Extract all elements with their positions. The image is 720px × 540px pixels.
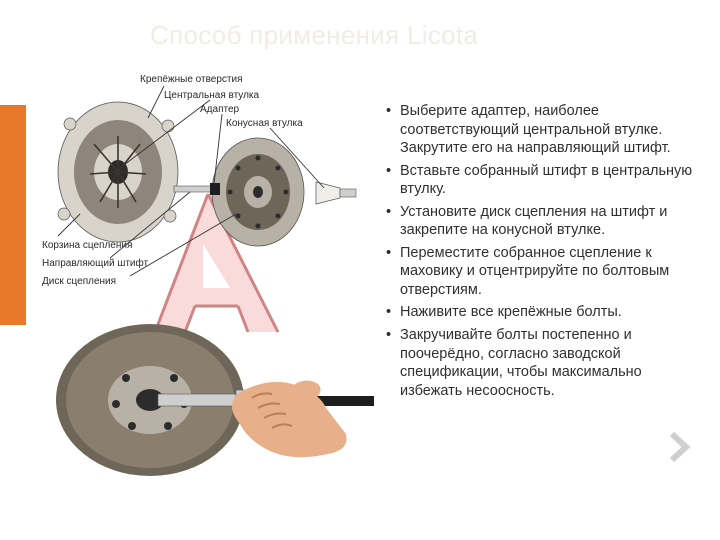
label-central-sleeve: Центральная втулка — [164, 90, 260, 101]
guide-pin-illustration — [174, 183, 220, 195]
next-slide-button[interactable] — [666, 432, 696, 462]
list-item: Установите диск сцепления на штифт и зак… — [400, 203, 706, 240]
hand-illustration — [232, 380, 347, 457]
list-item: Наживите все крепёжные болты. — [400, 303, 706, 322]
list-item: Вставьте собранный штифт в центральную в… — [400, 162, 706, 199]
clutch-figure: Крепёжные отверстия Центральная втулка А… — [40, 64, 376, 494]
clutch-cover-illustration — [58, 102, 178, 242]
list-item: Переместите собранное сцепление к махови… — [400, 244, 706, 300]
label-guide-pin: Направляющий штифт — [42, 257, 149, 269]
instruction-list: Выберите адаптер, наиболее соответствующ… — [386, 102, 706, 404]
clutch-disc-illustration — [212, 138, 304, 246]
label-clutch-disc: Диск сцепления — [42, 276, 116, 287]
label-clutch-cover: Корзина сцепления — [42, 240, 132, 251]
list-item: Закручивайте болты постепенно и поочерёд… — [400, 326, 706, 400]
label-cone-sleeve: Конусная втулка — [226, 118, 303, 129]
clutch-diagram-svg: Крепёжные отверстия Центральная втулка А… — [40, 64, 376, 494]
lower-photo-illustration — [56, 324, 374, 476]
chevron-right-icon — [666, 432, 696, 462]
label-mount-holes: Крепёжные отверстия — [140, 74, 243, 85]
list-item: Выберите адаптер, наиболее соответствующ… — [400, 102, 706, 158]
page-title: Способ применения Licota — [150, 20, 478, 51]
accent-bar — [0, 105, 26, 325]
label-adapter: Адаптер — [200, 104, 240, 115]
